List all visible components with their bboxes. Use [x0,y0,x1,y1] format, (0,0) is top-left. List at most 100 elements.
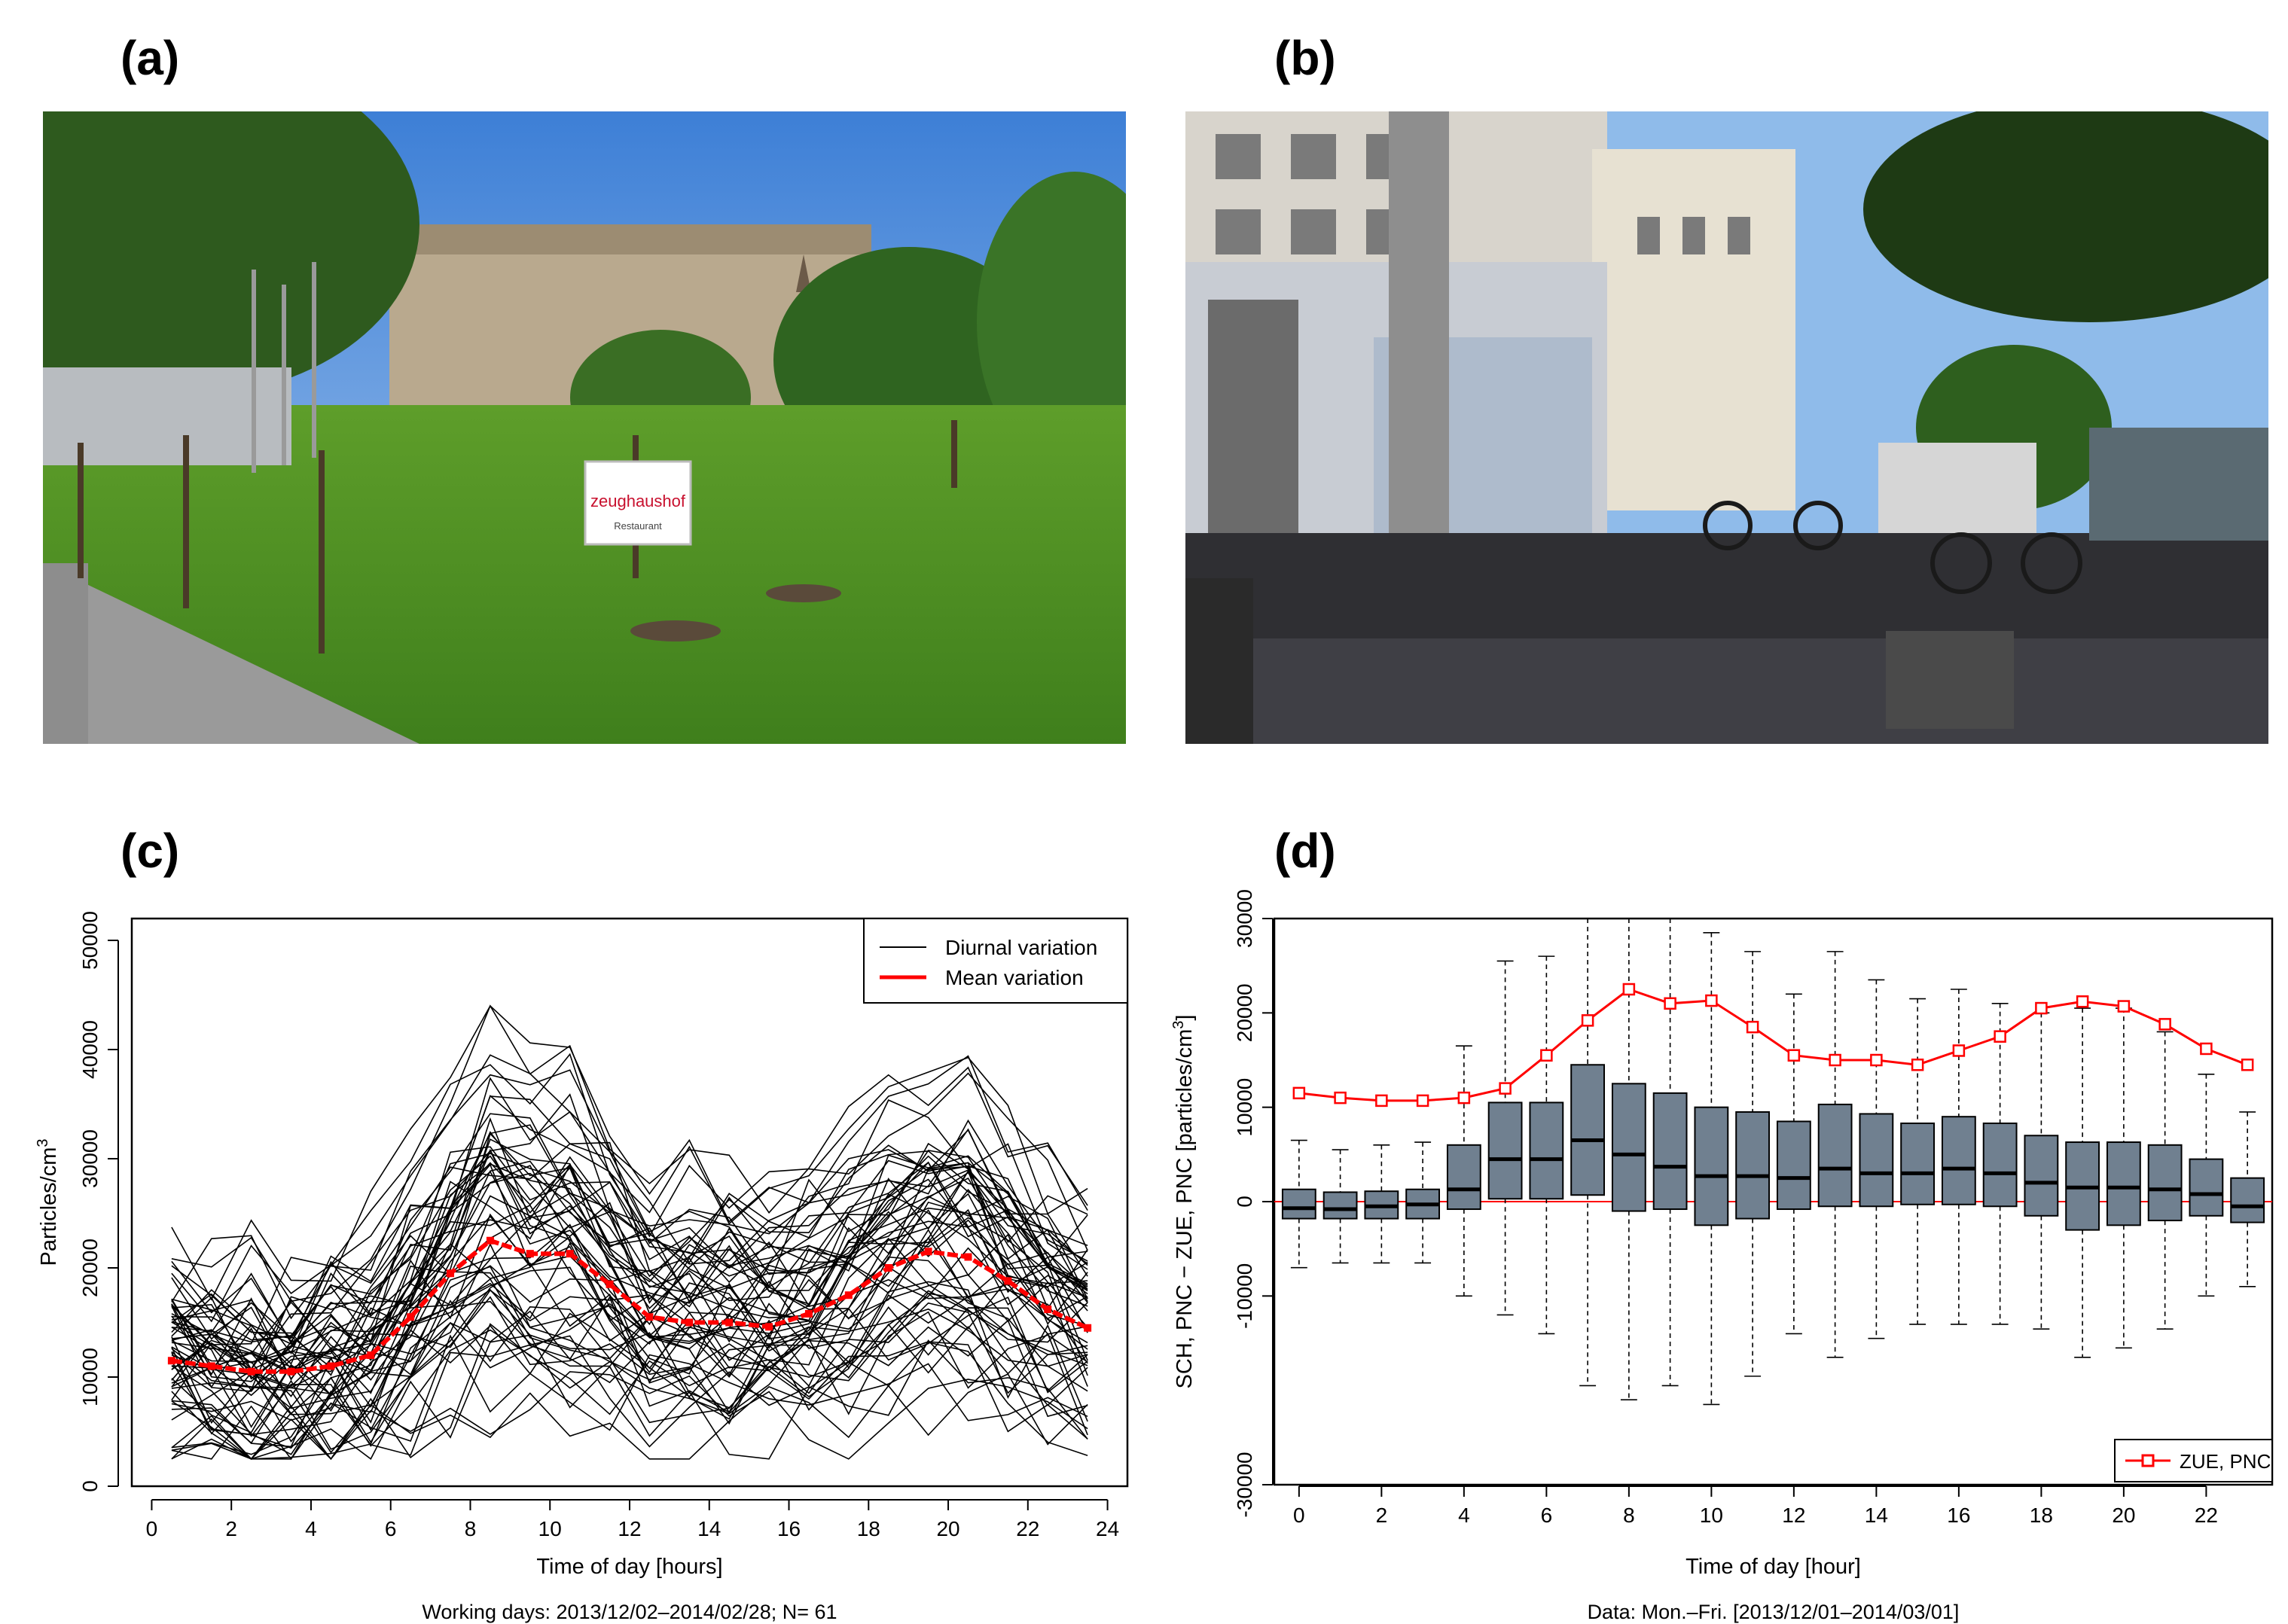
mean-point [844,1291,853,1300]
mean-point [327,1362,335,1370]
x-tick-label: 0 [146,1517,158,1540]
mean-point [167,1357,175,1365]
x-tick-label: 6 [1541,1504,1553,1527]
box-body [1900,1122,1936,1205]
x-tick-label: 18 [857,1517,880,1540]
zue-point [1416,1094,1429,1108]
box-body [2024,1135,2059,1217]
chart-d-y-axis-label: SCH, PNC − ZUE, PNC [particles/cm3] [1170,1015,1197,1389]
diurnal-line [171,1278,1088,1449]
y-tick-label: 40000 [78,1020,102,1079]
diurnal-line [171,1334,1088,1461]
zue-point [1457,1091,1471,1105]
zue-point [1705,994,1718,1007]
diurnal-line [171,1373,1088,1461]
zue-point [2158,1018,2171,1031]
box-body [1487,1101,1523,1200]
x-tick-label: 24 [1096,1517,1119,1540]
mean-point [1044,1306,1052,1314]
x-tick-label: 14 [697,1517,721,1540]
box-body [1281,1188,1316,1220]
zue-point [2200,1042,2213,1056]
legend-mean-label: Mean variation [945,966,1084,989]
zue-point [1622,983,1636,996]
zue-point [1375,1094,1388,1108]
zue-point [1334,1091,1347,1105]
zue-point [1499,1082,1512,1095]
diurnal-line [171,1004,1088,1301]
mean-point [685,1318,694,1327]
zue-point [1292,1086,1306,1100]
diurnal-line [171,1093,1088,1371]
legend-zue-label: ZUE, PNC [2180,1450,2271,1473]
diurnal-line [171,1236,1088,1397]
diurnal-line [171,1163,1088,1394]
box-body [1322,1191,1358,1220]
diurnal-line [171,1308,1088,1454]
diurnal-line [171,1124,1088,1371]
box-body [1694,1106,1729,1226]
x-tick-label: 20 [2112,1504,2135,1527]
chart-d-legend: ZUE, PNC [2114,1439,2273,1482]
photo-park-illustration: zeughaushof Restaurant [43,111,1126,744]
diurnal-line [171,1131,1088,1361]
box-body [1446,1144,1481,1211]
y-tick-label: 30000 [78,1129,102,1188]
x-tick-label: 12 [618,1517,641,1540]
photo-street-illustration [1185,111,2268,744]
mean-point [367,1351,375,1359]
diurnal-line [171,1281,1088,1455]
mean-point [447,1269,455,1278]
mean-point [606,1280,614,1288]
box-body [1941,1116,1976,1205]
photo-street-station [1185,111,2268,744]
box-body [2106,1141,2141,1226]
zue-point [1994,1030,2006,1043]
chart-c-y-axis: 0 10000 20000 30000 40000 50000 [78,911,119,1492]
zue-point [1746,1020,1759,1034]
zue-point [2076,995,2089,1008]
x-tick-label: 8 [1623,1504,1635,1527]
zue-point [1787,1049,1801,1062]
diurnal-line [171,1223,1088,1409]
box-body [1529,1101,1564,1200]
mean-point [725,1318,734,1327]
x-tick-label: 22 [2195,1504,2218,1527]
diurnal-line [171,1296,1088,1450]
chart-d-x-axis: 0 2 4 6 8 10 12 14 16 18 20 22 [1293,1485,2218,1527]
photo-sign-text: zeughaushof [590,492,686,510]
x-tick-label: 12 [1782,1504,1805,1527]
y-tick-label: 0 [78,1480,102,1492]
diurnal-line [171,1113,1088,1354]
chart-c: 0 2 4 6 8 10 12 14 16 18 20 22 24 010000200003000040… [35,911,1129,1623]
x-tick-label: 2 [1376,1504,1388,1527]
box-body [1611,1083,1646,1212]
diurnal-line [171,1069,1088,1345]
x-tick-label: 20 [936,1517,959,1540]
y-tick-label: 30000 [1233,889,1256,948]
diurnal-line [171,1181,1088,1381]
x-tick-label: 18 [2030,1504,2053,1527]
diurnal-line [171,1256,1088,1424]
chart-d-y-axis: -30000 -10000 0 10000 20000 30000 [1233,889,1274,1518]
x-tick-label: 14 [1865,1504,1888,1527]
box-body [1982,1122,2018,1208]
x-tick-label: 16 [777,1517,801,1540]
chart-c-mean-series [167,1236,1092,1376]
chart-c-x-axis: 0 2 4 6 8 10 12 14 16 18 20 22 24 [146,1499,1119,1540]
legend-zue-marker [2141,1454,2155,1467]
diurnal-line [171,1146,1088,1365]
diurnal-line [171,1095,1088,1345]
y-tick-label: 0 [1233,1196,1256,1208]
zue-point [1829,1053,1841,1067]
x-tick-label: 10 [538,1517,562,1540]
x-tick-label: 10 [1700,1504,1723,1527]
y-tick-label: 20000 [1233,983,1256,1042]
y-tick-label: -30000 [1233,1452,1256,1517]
x-tick-label: 16 [1947,1504,1970,1527]
chart-d: 0 2 4 6 8 10 12 14 16 18 20 22 -30000 -10000 0 10000 20… [1170,889,2274,1623]
zue-point [1870,1053,1883,1067]
box-body [1859,1113,1894,1208]
zue-point [1664,997,1676,1010]
